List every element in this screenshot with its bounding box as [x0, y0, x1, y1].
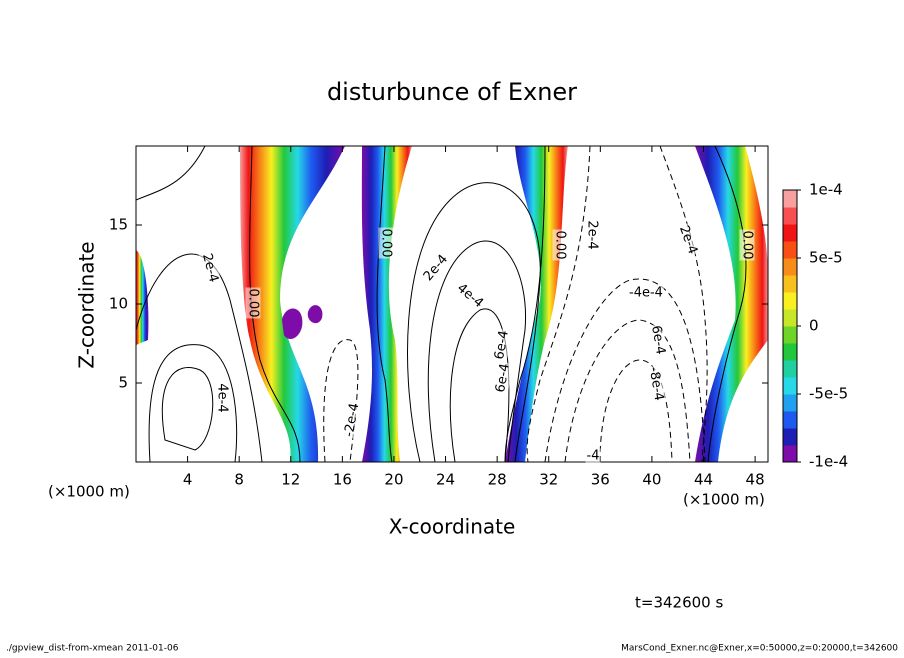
field: [136, 146, 768, 462]
contour-label: 0.00: [379, 229, 394, 258]
x-tick-label: 28: [488, 471, 507, 489]
colorbar-swatch: [783, 224, 797, 242]
contour-label: 0.00: [740, 231, 755, 260]
shaded-band: [136, 250, 149, 345]
x-unit-label: (×1000 m): [683, 491, 765, 509]
colorbar-tick-label: -5e-5: [809, 385, 848, 403]
x-tick-label: 4: [183, 471, 193, 489]
x-axis-label: X-coordinate: [389, 515, 516, 539]
y-tick-label: 5: [118, 374, 128, 392]
shaded-band: [361, 146, 412, 462]
colorbar-swatch: [783, 377, 797, 395]
x-tick-label: 32: [539, 471, 558, 489]
y-tick-label: 10: [109, 295, 128, 313]
contour-label-bg: [739, 229, 755, 261]
contours: [136, 146, 747, 462]
contour-label: 2e-4: [676, 224, 700, 257]
contour-label-bg: [675, 222, 701, 258]
x-tick-label: 12: [281, 471, 300, 489]
contour-label-bg: [647, 323, 669, 357]
footer-left: ./gpview_dist-from-xmean 2011-01-06: [6, 644, 179, 654]
contour-label-bg: [214, 382, 230, 414]
contour-label: 6e-4: [648, 324, 668, 355]
contour-label-bg: [245, 287, 261, 319]
contour-label-bg: [491, 328, 513, 362]
colorbar-swatch: [783, 411, 797, 429]
contour-label-bg: [198, 250, 222, 286]
x-tick-label: 16: [333, 471, 352, 489]
shaded-band: [695, 146, 768, 462]
colorbar-swatch: [783, 445, 797, 463]
contour-label: 2e-4: [585, 220, 600, 249]
shaded-band: [240, 146, 345, 462]
footer-right: MarsCond_Exner.nc@Exner,x=0:50000,z=0:20…: [621, 644, 898, 654]
shaded-band: [282, 305, 323, 339]
colorbar-tick-label: -1e-4: [809, 453, 848, 471]
colorbar-tick-label: 5e-5: [809, 249, 843, 267]
contour-label: -2e-4: [342, 402, 363, 438]
contour-label-bg: [420, 251, 452, 285]
shaded-band: [505, 146, 568, 462]
contour-label: 0.00: [246, 289, 261, 318]
colorbar-swatch: [783, 326, 797, 344]
colorbar-swatch: [783, 241, 797, 259]
colorbar-swatch: [783, 394, 797, 412]
x-tick-label: 20: [384, 471, 403, 489]
contour-label: 0.00: [553, 231, 568, 260]
colorbar-swatch: [783, 190, 797, 208]
contour-label: -4: [587, 449, 600, 464]
x-tick-label: 36: [591, 471, 610, 489]
x-tick-label: 8: [234, 471, 244, 489]
x-tick-label: 44: [694, 471, 713, 489]
colorbar-swatch: [783, 309, 797, 327]
colorbar-swatch: [783, 343, 797, 361]
colorbar-swatch: [783, 428, 797, 446]
contour-label: 4e-4: [215, 383, 230, 412]
contour-label: -8e-4: [646, 366, 667, 402]
contour-label-bg: [341, 401, 363, 439]
contour-label: -4e-4: [629, 286, 663, 301]
colorbar-swatch: [783, 275, 797, 293]
colorbar-tick-label: 1e-4: [809, 181, 843, 199]
chart-title: disturbunce of Exner: [327, 78, 577, 106]
contour-label-bg: [378, 227, 394, 259]
colorbar-swatch: [783, 258, 797, 276]
contour-label-bg: [453, 280, 487, 312]
colorbar-swatch: [783, 207, 797, 225]
contour-label: 6e-4: [492, 329, 512, 360]
colorbar-swatch: [783, 292, 797, 310]
x-unit-label: (×1000 m): [48, 483, 130, 501]
y-axis-label: Z-coordinate: [75, 241, 99, 368]
contour-label-bg: [645, 365, 667, 403]
x-tick-label: 48: [746, 471, 765, 489]
contour-label: 6e-4: [493, 362, 513, 393]
contour-label-bg: [552, 229, 568, 261]
colorbar-tick-label: 0: [809, 317, 819, 335]
x-tick-label: 24: [436, 471, 455, 489]
colorbar-swatch: [783, 360, 797, 378]
contour-label: 2e-4: [199, 252, 221, 284]
time-label: t=342600 s: [635, 594, 723, 612]
y-tick-label: 15: [109, 216, 128, 234]
contour-label-bg: [492, 361, 514, 395]
contour-label-bg: [628, 285, 664, 301]
x-tick-label: 40: [642, 471, 661, 489]
contour-label-bg: [584, 219, 600, 251]
contour-label-bg: [585, 448, 601, 464]
